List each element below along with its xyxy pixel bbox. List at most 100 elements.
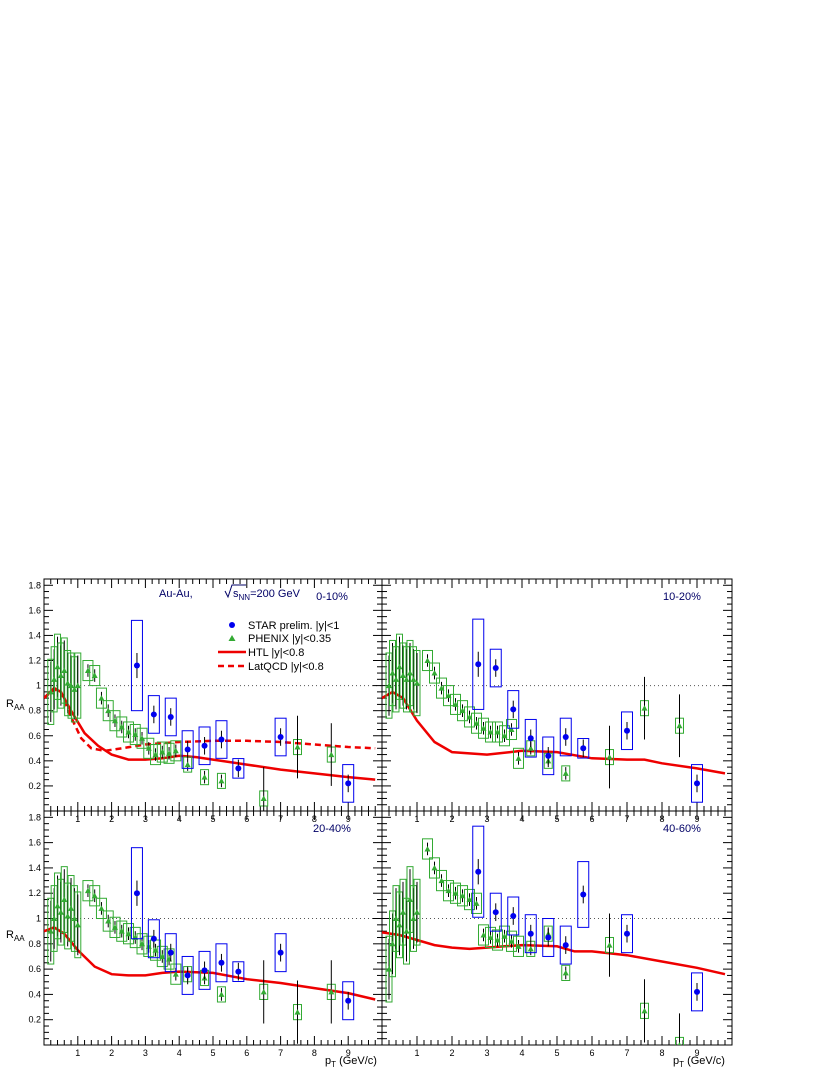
phenix-sys-box [464,706,475,728]
star-sys-box [181,955,194,995]
panel-10-20%: 12345678910-20% [381,578,733,824]
phenix-sys-box [82,880,94,902]
star-point [133,662,140,669]
phenix-sys-box [123,721,134,743]
star-sys-box [198,726,211,766]
star-point [277,949,284,956]
star-point [624,930,630,937]
x-tick-label: 6 [244,1048,249,1058]
phenix-sys-box [457,885,468,907]
sqrt-symbol [224,584,246,599]
phenix-sys-box [150,744,162,766]
x-tick-label: 2 [449,1048,454,1058]
x-tick-label: 2 [109,1048,114,1058]
phenix-sys-box [429,857,440,879]
star-sys-box [524,914,537,954]
y-tick-label: 1.8 [28,580,41,590]
panel-data [382,618,726,803]
star-point [580,745,587,752]
phenix-point [74,921,81,928]
star-point [562,942,569,949]
x-tick-label: 8 [659,1048,664,1058]
star-sys-box [577,738,590,759]
x-tick-label: 6 [589,1048,594,1058]
star-sys-box [507,896,520,936]
phenix-sys-box [478,717,489,739]
panel-data [44,847,376,1044]
phenix-sys-box [95,687,107,709]
legend-marker-phenix [228,635,236,641]
phenix-point [184,761,191,768]
phenix-sys-box [95,897,107,920]
star-point [545,934,552,941]
star-point [133,890,140,897]
panel-data [382,825,726,1045]
star-sys-box [621,914,633,954]
phenix-point [328,751,335,758]
star-sys-box [542,918,555,957]
phenix-sys-box [478,924,489,946]
phenix-point [562,770,569,776]
panel-frame [381,810,733,1046]
phenix-sys-box [485,721,496,743]
legend-marker-star [229,622,235,628]
star-point [545,752,552,759]
phenix-point [606,754,613,760]
phenix-point [414,680,420,686]
phenix-sys-box [492,929,503,951]
phenix-sys-box [471,892,482,914]
phenix-sys-box [450,882,461,904]
phenix-point [677,1042,682,1045]
phenix-point [328,988,335,995]
phenix-point [515,943,522,949]
x-tick-label: 9 [346,1048,351,1058]
phenix-sys-box [513,935,524,957]
phenix-point [515,755,522,761]
star-point [218,736,225,743]
phenix-sys-box [143,737,155,759]
phenix-point [91,892,98,899]
phenix-sys-box [513,747,524,769]
phenix-sys-box [123,923,134,945]
legend-label-star: STAR prelim. |y|<1 [248,620,339,632]
phenix-point [201,774,208,780]
star-sys-box [181,730,194,769]
star-point [167,949,174,956]
phenix-sys-box [74,891,82,959]
phenix-point [431,670,438,676]
phenix-sys-box [156,945,168,968]
centrality-label: 0-10% [316,591,348,603]
star-sys-box [559,717,572,757]
phenix-sys-box [102,910,114,932]
xlabel-right: pT (GeV/c) [673,1055,725,1069]
phenix-sys-box [109,710,121,732]
star-sys-box [232,758,245,779]
phenix-sys-box [471,712,482,734]
ylabel-top: RAA [6,698,25,712]
y-tick-label: 1.8 [28,812,41,822]
phenix-point [91,672,98,679]
phenix-sys-box [499,725,510,747]
phenix-sys-box [116,716,128,738]
phenix-sys-box [163,742,175,764]
star-sys-box [147,695,160,734]
y-tick-label: 0.6 [28,731,41,741]
phenix-sys-box [129,926,141,949]
star-sys-box [130,847,143,940]
legend-label-phenix: PHENIX |y|<0.35 [248,633,331,645]
phenix-point [641,705,648,711]
star-point [527,735,534,742]
star-point [510,912,517,919]
star-sys-box [215,720,228,759]
panel-data [44,619,376,811]
phenix-point [562,969,569,976]
panel-20-40%: 1 2 3 4 5 6 7 8 9 0.2 0.4 0.6 0.8 1 1.2 1.4 1.6 1.8 20-40% [28,810,383,1058]
y-tick-label: 0.2 [28,781,41,791]
star-point [562,734,569,741]
x-tick-label: 1 [75,1048,80,1058]
star-point [150,711,157,718]
y-tick-label: 0.8 [28,939,41,949]
y-tick-label: 1.4 [28,630,41,640]
star-point [235,968,242,975]
phenix-point [424,657,431,664]
